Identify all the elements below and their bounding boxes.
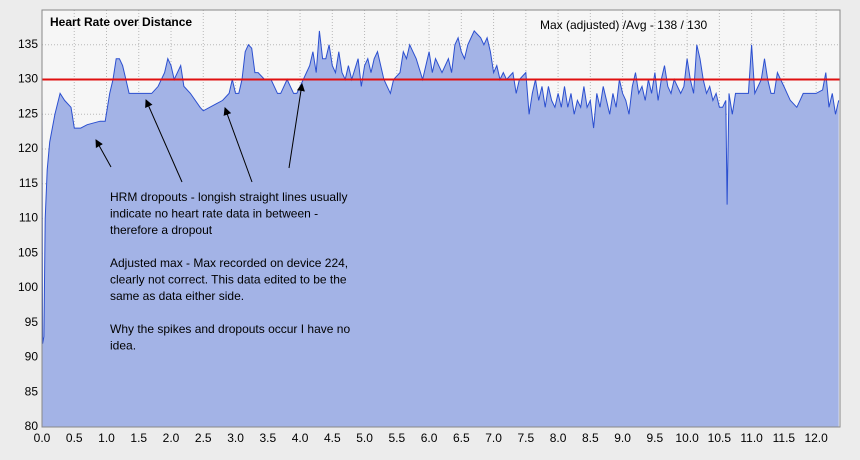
x-tick-label: 6.5 [453, 431, 470, 445]
annotation-line: idea. [110, 339, 136, 353]
arrow [95, 139, 112, 168]
x-tick-label: 2.5 [195, 431, 212, 445]
arrow [145, 99, 183, 183]
annotation-line: Why the spikes and dropouts occur I have… [110, 322, 350, 336]
x-tick-label: 3.0 [227, 431, 244, 445]
x-tick-label: 11.0 [740, 431, 763, 445]
x-tick-label: 5.5 [388, 431, 405, 445]
y-tick-label: 115 [19, 176, 38, 190]
chart-title: Heart Rate over Distance [50, 15, 192, 29]
arrows [95, 83, 305, 183]
y-tick-label: 110 [19, 211, 38, 225]
x-tick-label: 6.0 [421, 431, 438, 445]
annotation-line: Adjusted max - Max recorded on device 22… [110, 256, 348, 270]
annotation-line: clearly not correct. This data edited to… [110, 273, 347, 287]
y-tick-label: 135 [18, 37, 38, 51]
x-tick-label: 12.0 [804, 431, 828, 445]
y-tick-label: 105 [18, 245, 38, 259]
stats-label: Max (adjusted) /Avg - 138 / 130 [540, 18, 708, 32]
x-tick-label: 7.5 [517, 431, 534, 445]
y-tick-label: 95 [25, 315, 39, 329]
x-tick-label: 10.5 [708, 431, 732, 445]
arrow [288, 83, 305, 169]
x-tick-label: 9.0 [614, 431, 631, 445]
y-tick-label: 125 [18, 106, 38, 120]
x-tick-label: 7.0 [485, 431, 502, 445]
x-tick-label: 3.5 [259, 431, 276, 445]
x-tick-label: 0.5 [66, 431, 83, 445]
x-tick-label: 1.5 [130, 431, 147, 445]
arrow [223, 107, 253, 183]
x-tick-label: 9.5 [647, 431, 664, 445]
x-tick-label: 0.0 [34, 431, 51, 445]
x-tick-label: 8.5 [582, 431, 599, 445]
x-tick-label: 8.0 [550, 431, 567, 445]
x-tick-label: 2.0 [163, 431, 180, 445]
y-tick-label: 100 [18, 280, 38, 294]
x-tick-label: 1.0 [98, 431, 115, 445]
annotation-line: indicate no heart rate data in between - [110, 207, 318, 221]
plot-frame [41, 9, 841, 428]
x-tick-label: 5.0 [356, 431, 373, 445]
x-tick-label: 4.5 [324, 431, 341, 445]
y-tick-label: 90 [25, 350, 39, 364]
x-tick-label: 4.0 [292, 431, 309, 445]
x-tick-label: 11.5 [773, 431, 796, 445]
y-tick-label: 80 [25, 419, 39, 433]
annotation-line: same as data either side. [110, 289, 244, 303]
y-tick-label: 130 [18, 72, 38, 86]
y-tick-label: 120 [18, 141, 38, 155]
y-tick-label: 85 [25, 384, 39, 398]
area [42, 30, 839, 428]
x-tick-label: 10.0 [675, 431, 699, 445]
annotation-line: therefore a dropout [110, 223, 213, 237]
line [41, 30, 840, 344]
annotation-line: HRM dropouts - longish straight lines us… [110, 190, 347, 204]
